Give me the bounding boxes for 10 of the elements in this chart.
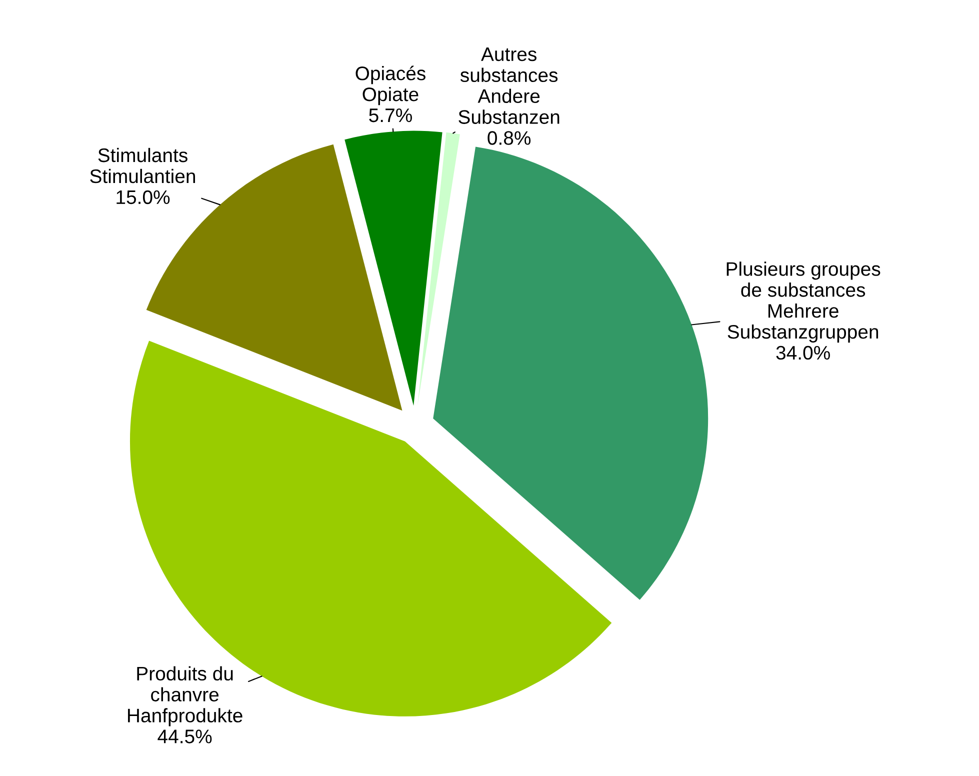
slice-label: Stimulants Stimulantien	[90, 148, 195, 184]
data-label: 44.5%	[158, 730, 212, 744]
data-label: 15.0%	[116, 190, 170, 204]
slice-label: Plusieurs groupes de substances Mehrere Substanzgruppen	[726, 262, 880, 343]
slice-label: Autres substances Andere Substanzen	[458, 48, 560, 124]
data-label: 5.7%	[369, 108, 412, 122]
data-label: 0.8%	[488, 131, 531, 145]
data-label: 34.0%	[776, 346, 830, 360]
slice-label: Produits du chanvre Hanfprodukte	[128, 666, 242, 726]
slice-label: Opiacés Opiate	[356, 66, 426, 106]
